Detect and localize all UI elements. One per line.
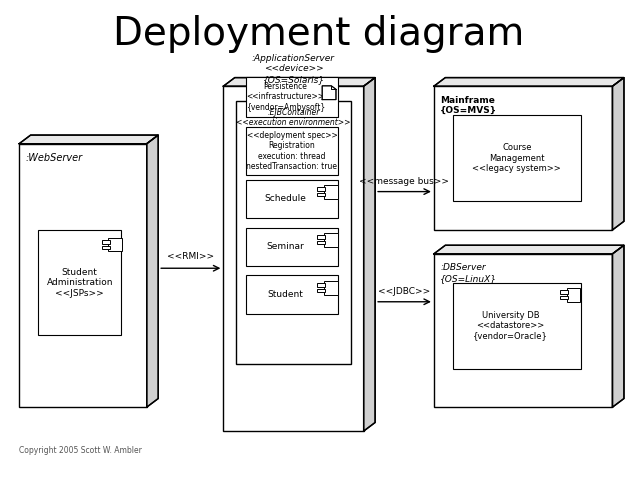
Text: Course
Management
<<legacy system>>: Course Management <<legacy system>> xyxy=(472,143,561,173)
FancyBboxPatch shape xyxy=(317,187,325,191)
FancyBboxPatch shape xyxy=(317,235,325,239)
FancyBboxPatch shape xyxy=(223,86,364,431)
FancyBboxPatch shape xyxy=(317,193,325,196)
Text: Deployment diagram: Deployment diagram xyxy=(114,14,524,53)
Text: :DBServer
{OS=LinuX}: :DBServer {OS=LinuX} xyxy=(440,263,497,283)
Text: Student
Administration
<<JSPs>>: Student Administration <<JSPs>> xyxy=(47,268,113,297)
Text: :EJBContainer
<<execution environment>>: :EJBContainer <<execution environment>> xyxy=(236,108,351,127)
FancyBboxPatch shape xyxy=(236,101,351,364)
Polygon shape xyxy=(19,135,158,144)
FancyBboxPatch shape xyxy=(324,281,338,295)
Text: Seminar: Seminar xyxy=(267,242,304,251)
FancyBboxPatch shape xyxy=(434,86,612,230)
Text: <<JDBC>>: <<JDBC>> xyxy=(378,287,431,296)
FancyBboxPatch shape xyxy=(560,296,568,299)
Text: <<RMI>>: <<RMI>> xyxy=(167,252,214,261)
Text: Schedule: Schedule xyxy=(265,194,306,203)
Text: Copyright 2005 Scott W. Ambler: Copyright 2005 Scott W. Ambler xyxy=(19,446,142,455)
FancyBboxPatch shape xyxy=(317,289,325,292)
Text: :WebServer: :WebServer xyxy=(26,153,83,163)
FancyBboxPatch shape xyxy=(567,288,581,302)
FancyBboxPatch shape xyxy=(453,115,581,201)
Polygon shape xyxy=(612,78,624,230)
Polygon shape xyxy=(434,78,624,86)
FancyBboxPatch shape xyxy=(246,228,338,266)
Text: Mainframe
{OS=MVS}: Mainframe {OS=MVS} xyxy=(440,96,498,115)
FancyBboxPatch shape xyxy=(246,275,338,314)
FancyBboxPatch shape xyxy=(246,180,338,218)
Polygon shape xyxy=(147,135,158,407)
FancyBboxPatch shape xyxy=(317,283,325,286)
Polygon shape xyxy=(434,245,624,254)
Text: :ApplicationServer
<<device>>
{OS=Solaris}: :ApplicationServer <<device>> {OS=Solari… xyxy=(252,54,335,84)
Text: <<deployment spec>>
Registration
execution: thread
nestedTransaction: true: <<deployment spec>> Registration executi… xyxy=(246,131,338,171)
Polygon shape xyxy=(612,245,624,407)
FancyBboxPatch shape xyxy=(324,233,338,247)
FancyBboxPatch shape xyxy=(101,246,110,249)
Text: Persistence
<<infrastructure>>
{vendor=Ambysoft}: Persistence <<infrastructure>> {vendor=A… xyxy=(246,82,325,112)
FancyBboxPatch shape xyxy=(324,185,338,199)
FancyBboxPatch shape xyxy=(560,290,568,294)
Polygon shape xyxy=(223,78,375,86)
FancyBboxPatch shape xyxy=(434,254,612,407)
FancyBboxPatch shape xyxy=(108,238,122,251)
FancyBboxPatch shape xyxy=(19,144,147,407)
FancyBboxPatch shape xyxy=(246,127,338,175)
FancyBboxPatch shape xyxy=(453,283,581,369)
FancyBboxPatch shape xyxy=(101,240,110,243)
Polygon shape xyxy=(322,86,336,100)
FancyBboxPatch shape xyxy=(317,241,325,244)
Text: <<message bus>>: <<message bus>> xyxy=(359,177,450,186)
FancyBboxPatch shape xyxy=(38,230,121,335)
Text: University DB
<<datastore>>
{vendor=Oracle}: University DB <<datastore>> {vendor=Orac… xyxy=(473,311,548,341)
Polygon shape xyxy=(364,78,375,431)
FancyBboxPatch shape xyxy=(246,77,338,117)
Text: Student: Student xyxy=(267,290,304,299)
